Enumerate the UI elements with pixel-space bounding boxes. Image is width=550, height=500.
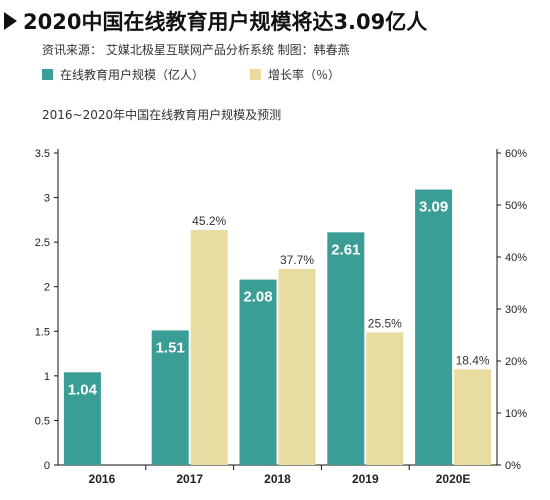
x-tick-label: 2017 [176,472,203,486]
y-left-tick-label: 1.5 [35,326,50,338]
x-tick-label: 2019 [352,472,379,486]
chart-legend: 在线教育用户规模（亿人） 增长率（％） [42,66,386,83]
y-right-tick-label: 40% [505,252,527,264]
bar-users [415,189,453,465]
bar-users [239,279,277,465]
bar-growth-label: 25.5% [368,316,402,330]
bar-users-label: 1.04 [68,381,98,398]
bar-users-label: 1.51 [156,339,185,356]
bar-users [151,330,189,465]
x-tick-label: 2020E [436,472,471,486]
y-left-tick-label: 0.5 [35,415,50,427]
bar-users [63,372,101,465]
bar-users-label: 3.09 [419,199,448,216]
y-right-tick-label: 10% [505,408,527,420]
legend-swatch-growth [250,69,262,80]
triangle-bullet-icon [4,12,17,30]
y-right-tick-label: 50% [505,200,527,212]
y-left-tick-label: 1 [44,371,50,383]
x-tick-label: 2018 [264,472,291,486]
bar-users-label: 2.61 [331,241,360,258]
chart-title: 2016~2020年中国在线教育用户规模及预测 [42,108,282,122]
legend-item-growth: 增长率（％） [250,66,340,83]
y-left-tick-label: 3 [44,193,50,205]
bar-growth-label: 37.7% [280,253,314,267]
x-tick-label: 2016 [89,472,116,486]
y-left-tick-label: 2 [44,282,50,294]
bar-users-label: 2.08 [243,289,272,306]
legend-item-users: 在线教育用户规模（亿人） [42,66,204,83]
y-right-tick-label: 30% [505,304,527,316]
source-credit: 资讯来源： 艾媒北极星互联网产品分析系统 制图：韩春燕 [42,43,350,57]
bar-growth [278,268,316,465]
y-left-tick-label: 0 [44,460,50,472]
y-right-tick-label: 20% [505,356,527,368]
y-left-tick-label: 2.5 [35,237,50,249]
bar-growth [454,369,492,465]
legend-label-users: 在线教育用户规模（亿人） [60,68,205,82]
bar-growth [366,332,404,465]
bar-growth-label: 45.2% [192,214,226,228]
legend-swatch-users [42,69,53,80]
y-right-tick-label: 0% [505,460,521,472]
legend-label-growth: 增长率（％） [268,68,341,82]
bar-users [327,232,365,465]
bar-growth [190,229,228,465]
bar-growth-label: 18.4% [456,353,490,367]
y-right-tick-label: 60% [505,148,527,160]
y-left-tick-label: 3.5 [35,148,50,160]
page-title: 2020中国在线教育用户规模将达3.09亿人 [23,10,428,34]
title-row: 2020中国在线教育用户规模将达3.09亿人 [4,4,427,38]
